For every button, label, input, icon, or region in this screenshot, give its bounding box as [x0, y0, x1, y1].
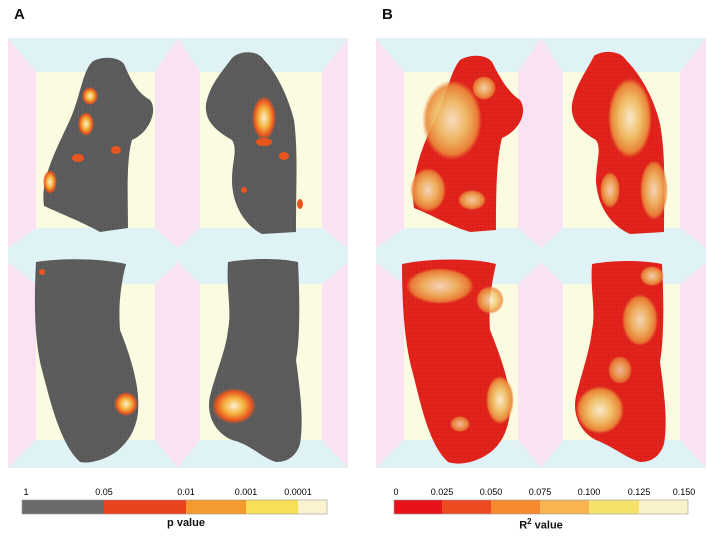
p-value-segment — [104, 500, 186, 514]
p-value-tick-label: 0.001 — [234, 487, 258, 497]
panel-label-b: B — [382, 6, 393, 23]
p-value-colorbar — [21, 499, 328, 515]
r2-value-tick-label: 0.150 — [672, 487, 696, 497]
p-value-tick-label: 0.0001 — [284, 487, 312, 497]
aorta-b-top-right — [571, 51, 668, 235]
p-value-tick-label: 0.05 — [95, 487, 113, 497]
p-value-tick-label: 0.01 — [177, 487, 195, 497]
panel-label-a: A — [14, 6, 25, 23]
p-value-title: p value — [167, 517, 205, 529]
aorta-a-top-right — [205, 52, 303, 234]
r2-value-tick-label: 0.025 — [430, 487, 454, 497]
p-value-tick-label: 1 — [23, 487, 29, 497]
r2-value-segment — [394, 500, 442, 514]
r2-value-outline — [393, 499, 689, 515]
r2-title-sup: 2 — [527, 517, 532, 526]
r2-value-segment — [639, 500, 688, 514]
r2-value-colorbar — [393, 499, 689, 515]
aorta-a-bottom-left — [34, 259, 139, 463]
r2-value-tick-label: 0 — [393, 487, 399, 497]
r2-value-segment — [589, 500, 639, 514]
r2-value-tick-label: 0.050 — [479, 487, 503, 497]
p-value-outline — [21, 499, 328, 515]
p-value-segment — [22, 500, 104, 514]
r2-value-tick-label: 0.100 — [577, 487, 601, 497]
panel-a-background — [8, 38, 348, 468]
r2-value-segment — [491, 500, 540, 514]
r2-value-tick-label: 0.075 — [528, 487, 552, 497]
aorta-a-top-left — [43, 57, 154, 233]
r2-value-segment — [442, 500, 491, 514]
aorta-b-top-left — [410, 55, 524, 233]
r2-title-rest: value — [531, 519, 563, 532]
p-value-segment — [298, 500, 327, 514]
aorta-b-bottom-left — [402, 259, 514, 464]
r2-value-segment — [540, 500, 589, 514]
aorta-a-bottom-right — [208, 259, 302, 462]
aorta-b-bottom-right — [574, 261, 666, 462]
r2-value-title: R2 value — [519, 517, 563, 532]
r2-title-main: R — [519, 519, 528, 532]
p-value-segment — [246, 500, 298, 514]
p-value-segment — [186, 500, 246, 514]
r2-value-tick-label: 0.125 — [627, 487, 651, 497]
